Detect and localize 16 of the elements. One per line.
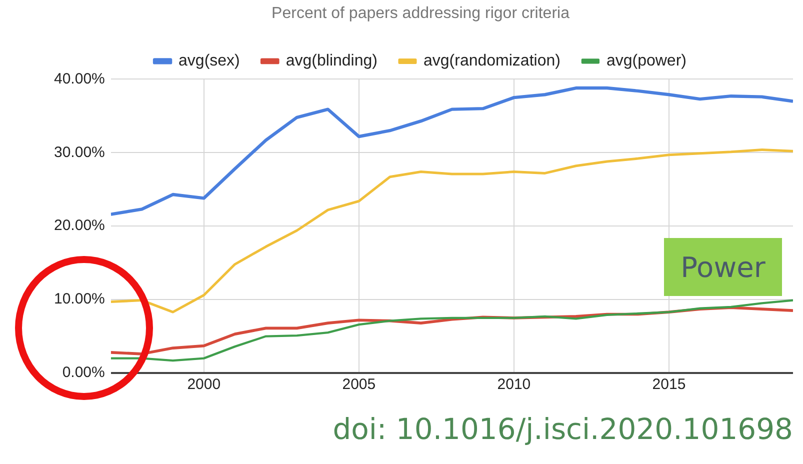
y-tick-label: 10.00% <box>54 290 105 308</box>
x-tick-label: 2015 <box>652 376 686 394</box>
x-tick-label: 2010 <box>497 376 531 394</box>
legend-label: avg(sex) <box>178 52 240 70</box>
chart-title: Percent of papers addressing rigor criteria <box>272 5 570 22</box>
legend-label: avg(power) <box>606 52 686 70</box>
x-tick-label: 2000 <box>187 376 221 394</box>
legend-label: avg(randomization) <box>423 52 560 70</box>
y-tick-label: 30.00% <box>54 144 105 161</box>
annotation: Power <box>664 238 782 296</box>
y-tick-label: 20.00% <box>54 217 105 234</box>
legend-label: avg(blinding) <box>286 52 378 70</box>
y-tick-label: 0.00% <box>62 364 105 382</box>
text: doi: 10.1016/j.isci.2020.101698 <box>332 412 793 446</box>
y-tick-label: 40.00% <box>54 70 105 88</box>
x-tick-label: 2005 <box>342 376 376 394</box>
